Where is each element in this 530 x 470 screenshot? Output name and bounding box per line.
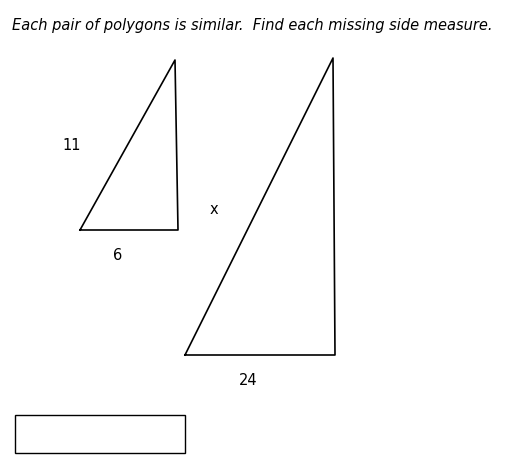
Text: 6: 6	[113, 248, 122, 263]
Text: 11: 11	[62, 138, 81, 152]
Text: x: x	[209, 203, 218, 218]
Text: Each pair of polygons is similar.  Find each missing side measure.: Each pair of polygons is similar. Find e…	[12, 18, 492, 33]
Text: 24: 24	[238, 373, 257, 388]
Bar	[15, 415, 185, 453]
